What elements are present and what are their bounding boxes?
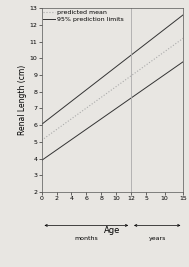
Text: years: years — [149, 235, 166, 241]
Y-axis label: Renal Length (cm): Renal Length (cm) — [18, 65, 27, 135]
X-axis label: Age: Age — [104, 226, 121, 235]
Legend: predicted mean, 95% prediction limits: predicted mean, 95% prediction limits — [43, 9, 124, 22]
Text: months: months — [74, 235, 98, 241]
